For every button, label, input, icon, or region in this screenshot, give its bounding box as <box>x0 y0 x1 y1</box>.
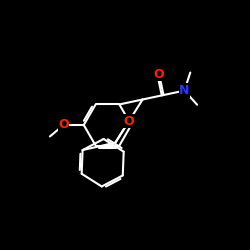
Text: N: N <box>179 84 190 97</box>
Text: O: O <box>58 118 69 132</box>
Text: O: O <box>154 68 164 81</box>
Text: O: O <box>124 114 134 128</box>
